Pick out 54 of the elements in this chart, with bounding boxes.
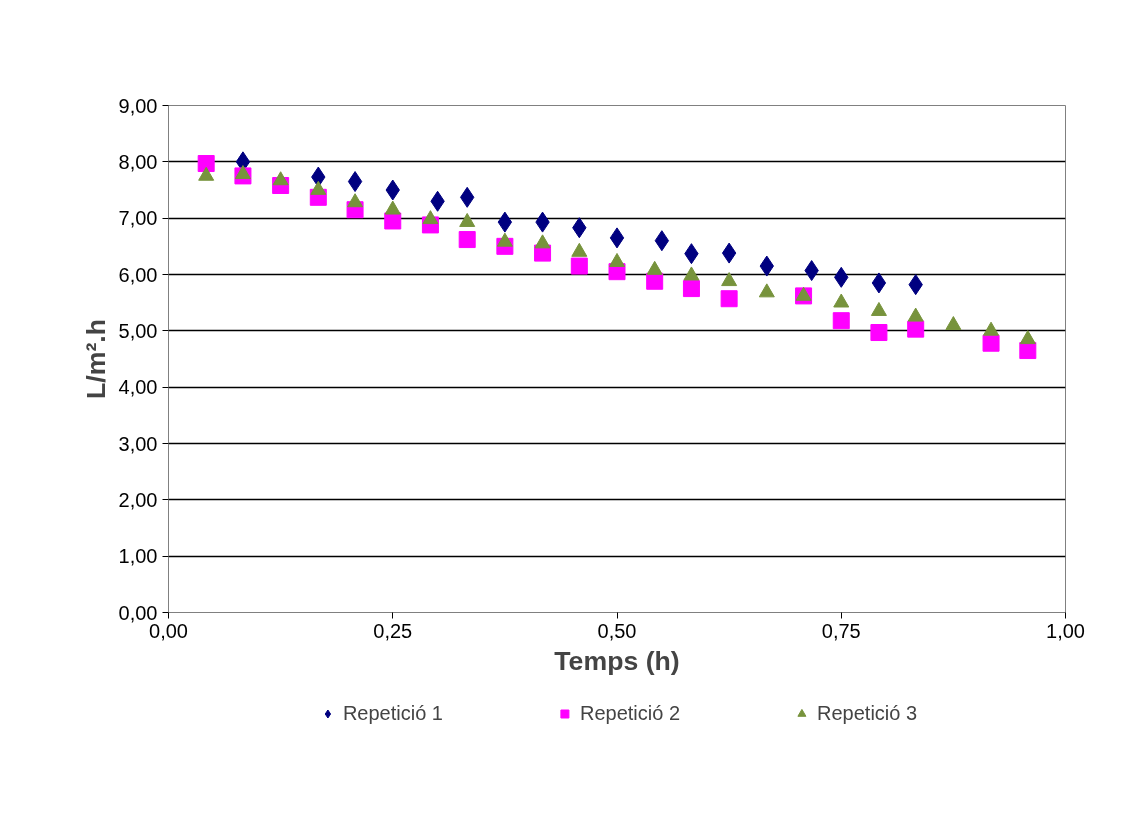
point <box>682 280 700 298</box>
point <box>384 200 401 215</box>
y-tick-label: 8,00 <box>118 150 158 173</box>
point <box>1019 330 1036 345</box>
point <box>795 286 812 301</box>
x-tick-label: 0,75 <box>821 619 861 642</box>
x-tick-label: 1,00 <box>1046 619 1085 642</box>
legend-label: Repetició 1 <box>342 701 443 725</box>
point <box>945 316 962 331</box>
point <box>347 193 364 208</box>
point <box>272 171 289 186</box>
point <box>570 257 588 275</box>
point <box>907 320 925 338</box>
y-tick-label: 4,00 <box>118 376 158 399</box>
point <box>870 301 887 316</box>
point <box>571 242 588 257</box>
point <box>758 283 775 298</box>
point <box>197 155 215 173</box>
point <box>458 231 476 249</box>
point <box>609 252 625 267</box>
point <box>833 293 850 308</box>
point <box>721 242 737 264</box>
point <box>983 321 1000 336</box>
point <box>870 324 888 342</box>
legend-label: Repetició 3 <box>817 701 918 725</box>
point <box>497 211 513 233</box>
point <box>534 234 551 249</box>
y-tick-label: 7,00 <box>118 207 158 230</box>
x-tick-label: 0,50 <box>597 619 637 642</box>
point <box>907 307 924 322</box>
point <box>347 171 363 193</box>
y-tick-label: 3,00 <box>118 432 158 455</box>
y-tick-label: 5,00 <box>118 319 158 342</box>
point <box>422 210 439 225</box>
point <box>496 232 513 247</box>
y-tick-label: 9,00 <box>118 94 158 117</box>
y-tick-label: 2,00 <box>118 488 158 511</box>
y-tick-label: 1,00 <box>118 545 158 568</box>
point <box>1019 342 1037 360</box>
point <box>871 272 887 294</box>
point <box>609 227 625 249</box>
point <box>654 230 670 252</box>
point <box>234 165 251 180</box>
point <box>832 312 850 330</box>
x-tick-label: 0,25 <box>373 619 413 642</box>
point <box>721 272 738 287</box>
x-axis-title: Temps (h) <box>554 645 680 676</box>
point <box>982 334 1000 352</box>
legend-label: Repetició 2 <box>579 701 681 725</box>
y-axis-title: L/m².h <box>80 319 111 399</box>
point <box>683 266 700 281</box>
point <box>720 290 738 308</box>
y-tick-label: 6,00 <box>118 263 158 286</box>
point <box>646 260 663 275</box>
